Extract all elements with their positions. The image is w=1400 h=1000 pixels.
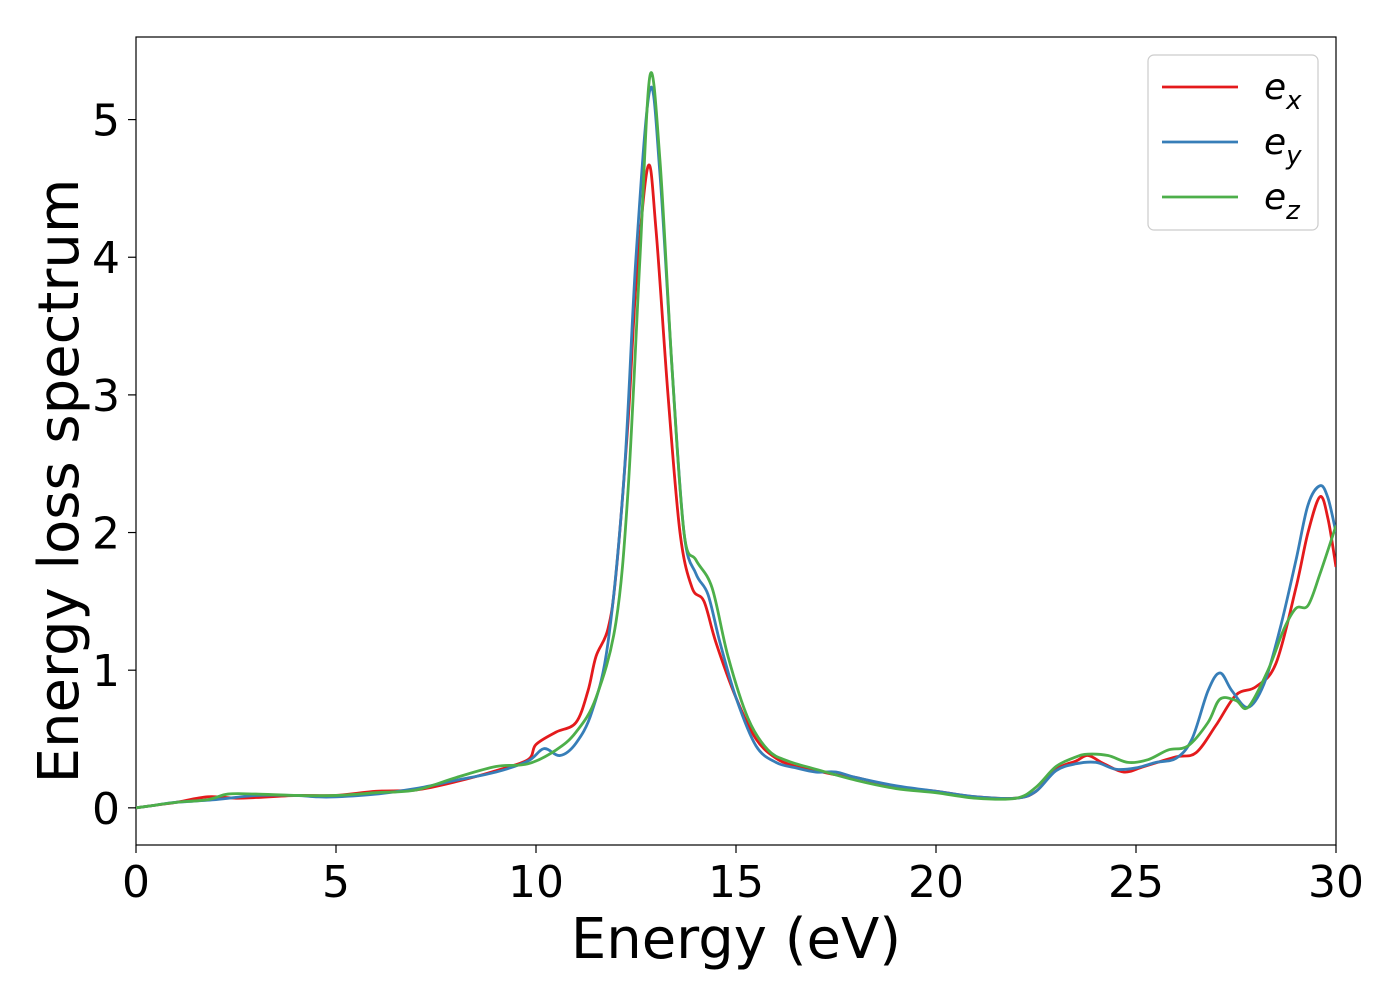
legend-label-e-x: ex	[1264, 67, 1302, 116]
y-tick-label: 2	[92, 509, 120, 560]
x-tick-label: 20	[908, 857, 964, 908]
series-line-e-z	[136, 71, 1336, 810]
legend-label-e-z: ez	[1264, 177, 1301, 226]
y-tick-label: 3	[92, 371, 120, 422]
x-axis-ticks: 0 5 10 15 20 25 30	[122, 845, 1364, 908]
legend-label-subscript: y	[1285, 141, 1302, 171]
x-tick-label: 25	[1108, 857, 1164, 908]
x-tick-label: 0	[122, 857, 150, 908]
legend-label-base: e	[1264, 67, 1286, 108]
legend-label-subscript: z	[1285, 196, 1301, 226]
legend-label-base: e	[1264, 177, 1286, 218]
x-tick-label: 5	[322, 857, 350, 908]
series-curves	[136, 71, 1336, 810]
x-tick-label: 10	[508, 857, 564, 908]
y-tick-label: 5	[92, 96, 120, 147]
x-axis-title: Energy (eV)	[571, 907, 901, 972]
y-axis-title: Energy loss spectrum	[27, 179, 92, 784]
x-tick-label: 30	[1308, 857, 1364, 908]
legend-label-subscript: x	[1285, 86, 1302, 116]
y-tick-label: 0	[92, 784, 120, 835]
legend-label-base: e	[1264, 122, 1286, 163]
y-axis-ticks: 0 1 2 3 4 5	[92, 96, 136, 835]
legend-label-e-y: ey	[1264, 122, 1302, 171]
y-tick-label: 1	[92, 646, 120, 697]
series-line-e-x	[136, 163, 1336, 810]
y-tick-label: 4	[92, 233, 120, 284]
x-tick-label: 15	[708, 857, 764, 908]
series-line-e-y	[136, 85, 1336, 810]
